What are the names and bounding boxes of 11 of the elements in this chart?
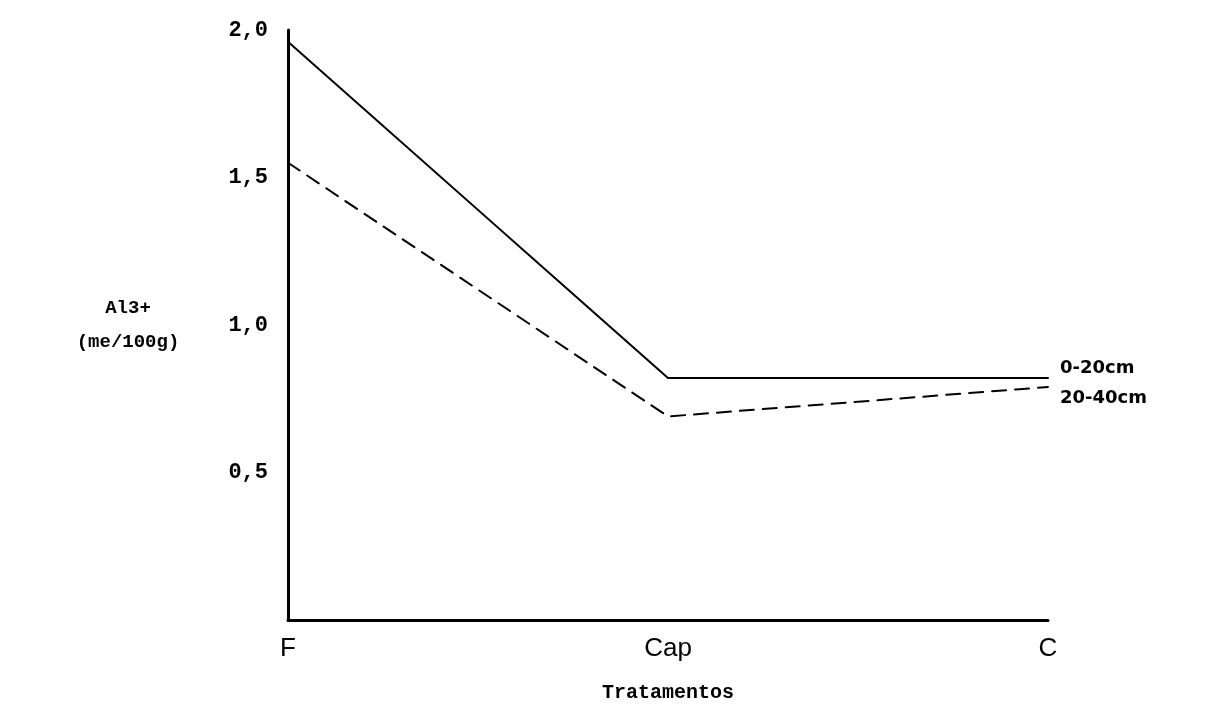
- x-tick-label: F: [280, 632, 296, 662]
- x-axis-title: Tratamentos: [601, 680, 735, 704]
- y-axis-title: Al3+ (me/100g): [76, 297, 180, 353]
- series-label: 0-20cm: [1060, 355, 1135, 377]
- y-tick-label: 0,5: [228, 460, 268, 485]
- x-tick-label: Cap: [644, 632, 692, 662]
- x-tick-label: C: [1038, 632, 1058, 662]
- y-tick-label: 2,0: [228, 17, 268, 43]
- y-tick-label: 1,0: [228, 312, 268, 338]
- y-tick-label: 1,5: [228, 165, 268, 190]
- series-label: 20-40cm: [1060, 386, 1147, 408]
